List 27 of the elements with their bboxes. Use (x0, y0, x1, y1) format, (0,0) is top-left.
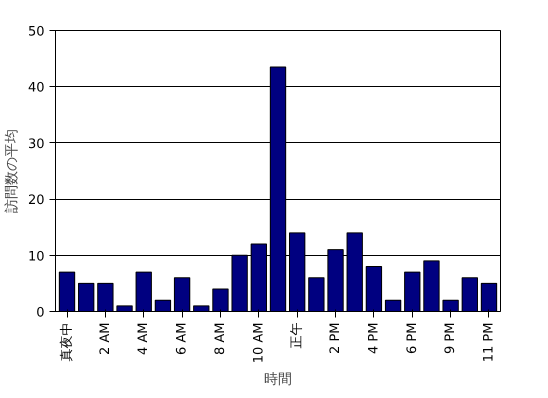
x-tick-label: 4 PM (366, 322, 382, 354)
bar (462, 277, 478, 312)
x-tick-label: 11 PM (481, 322, 496, 362)
bar (308, 277, 325, 312)
x-tick-label: 4 AM (136, 322, 152, 356)
y-tick-label: 20 (28, 193, 45, 208)
x-tick-label: 真夜中 (58, 322, 75, 362)
y-tick-label: 40 (28, 80, 45, 96)
x-tick-label: 正午 (290, 322, 305, 348)
x-tick-label: 6 AM (174, 322, 190, 356)
bar (193, 305, 210, 312)
x-tick-label: 2 PM (328, 322, 344, 354)
bar (423, 260, 440, 312)
x-tick-label: 8 AM (212, 322, 228, 356)
bar (384, 300, 402, 312)
x-tick-label: 6 PM (404, 322, 420, 354)
y-tick-label: 50 (28, 24, 45, 40)
y-tick-label: 30 (28, 136, 45, 152)
x-tick-label: 10 AM (251, 322, 266, 364)
y-tick-label: 10 (28, 249, 45, 264)
x-axis-title: 時間 (264, 371, 292, 388)
x-tick-label: 9 PM (443, 322, 458, 354)
bar (78, 282, 94, 312)
y-tick-label: 0 (36, 306, 45, 320)
x-tick-label: 2 AM (98, 322, 113, 356)
bar (154, 300, 172, 312)
y-axis-title: 訪問数の平均 (4, 129, 20, 213)
